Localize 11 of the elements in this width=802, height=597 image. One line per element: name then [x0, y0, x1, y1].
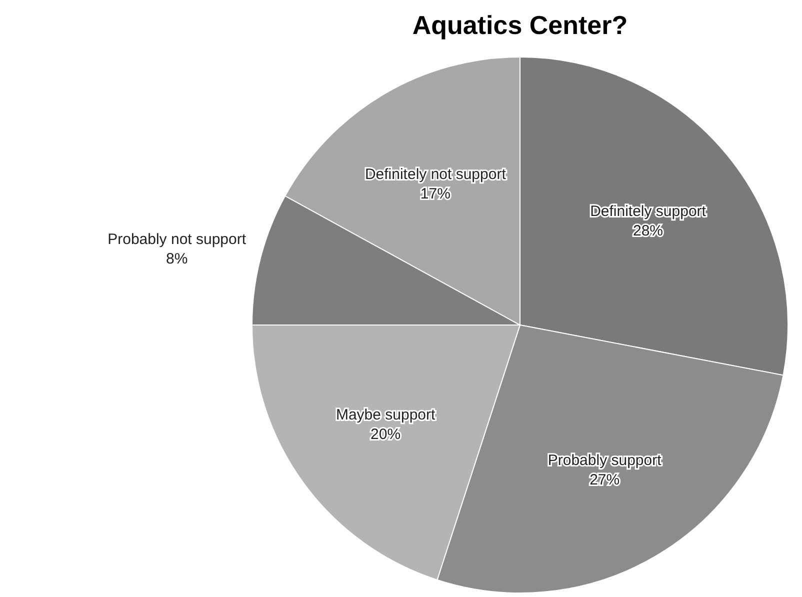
slice-label: Probably not support	[108, 231, 247, 248]
data-label: 20%	[370, 426, 401, 444]
data-label: 28%	[633, 222, 664, 240]
slice-label: Maybe support	[336, 406, 436, 424]
slice-label: Probably support	[548, 452, 662, 470]
slice-label: Definitely not support	[364, 166, 507, 183]
data-label: 8%	[166, 250, 188, 268]
data-label: 27%	[590, 472, 620, 489]
slice-label: Definitely support	[590, 203, 707, 220]
data-label: 17%	[420, 185, 450, 202]
chart-title: Aquatics Center?	[412, 10, 628, 40]
